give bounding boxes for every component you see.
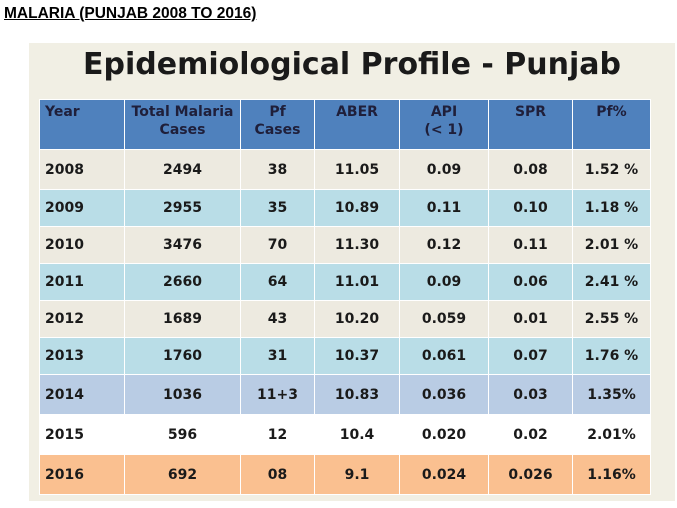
table-row: 2013 1760 31 10.37 0.061 0.07 1.76 %	[39, 337, 651, 375]
cell-pf-percent: 1.76 %	[572, 337, 651, 375]
cell-spr: 0.08	[488, 149, 573, 190]
slide-title: Epidemiological Profile - Punjab	[83, 47, 621, 82]
page-heading: MALARIA (PUNJAB 2008 TO 2016)	[4, 5, 257, 22]
cell-year: 2010	[39, 226, 125, 264]
cell-pf-cases: 11+3	[240, 374, 315, 415]
cell-pf-cases: 70	[240, 226, 315, 264]
cell-total-cases: 3476	[124, 226, 241, 264]
cell-pf-cases: 35	[240, 189, 315, 227]
table-row: 2012 1689 43 10.20 0.059 0.01 2.55 %	[39, 300, 651, 338]
slide-panel: Epidemiological Profile - Punjab Year To…	[29, 43, 675, 501]
header-api: API (< 1)	[399, 99, 489, 150]
cell-spr: 0.01	[488, 300, 573, 338]
cell-api: 0.12	[399, 226, 489, 264]
cell-spr: 0.07	[488, 337, 573, 375]
cell-year: 2011	[39, 263, 125, 301]
cell-pf-cases: 43	[240, 300, 315, 338]
cell-pf-cases: 12	[240, 414, 315, 455]
cell-api: 0.09	[399, 263, 489, 301]
cell-aber: 10.89	[314, 189, 400, 227]
cell-year: 2009	[39, 189, 125, 227]
cell-pf-percent: 2.01%	[572, 414, 651, 455]
table-row: 2009 2955 35 10.89 0.11 0.10 1.18 %	[39, 189, 651, 227]
cell-aber: 11.30	[314, 226, 400, 264]
epidemiology-table: Year Total Malaria Cases Pf Cases ABER API…	[39, 99, 651, 495]
header-spr: SPR	[488, 99, 573, 150]
table-row: 2014 1036 11+3 10.83 0.036 0.03 1.35%	[39, 374, 651, 415]
cell-total-cases: 1036	[124, 374, 241, 415]
cell-total-cases: 596	[124, 414, 241, 455]
cell-spr: 0.06	[488, 263, 573, 301]
cell-pf-percent: 1.18 %	[572, 189, 651, 227]
cell-api: 0.11	[399, 189, 489, 227]
cell-aber: 10.20	[314, 300, 400, 338]
cell-spr: 0.02	[488, 414, 573, 455]
cell-total-cases: 1689	[124, 300, 241, 338]
cell-aber: 11.01	[314, 263, 400, 301]
cell-aber: 9.1	[314, 454, 400, 495]
table-header-row: Year Total Malaria Cases Pf Cases ABER API…	[39, 99, 651, 150]
cell-pf-percent: 2.01 %	[572, 226, 651, 264]
table-row: 2011 2660 64 11.01 0.09 0.06 2.41 %	[39, 263, 651, 301]
cell-total-cases: 2660	[124, 263, 241, 301]
table-row: 2015 596 12 10.4 0.020 0.02 2.01%	[39, 414, 651, 455]
cell-year: 2008	[39, 149, 125, 190]
cell-total-cases: 2494	[124, 149, 241, 190]
table-row-highlighted: 2016 692 08 9.1 0.024 0.026 1.16%	[39, 454, 651, 495]
cell-spr: 0.10	[488, 189, 573, 227]
cell-api: 0.061	[399, 337, 489, 375]
cell-api: 0.059	[399, 300, 489, 338]
cell-aber: 10.4	[314, 414, 400, 455]
cell-pf-percent: 1.16%	[572, 454, 651, 495]
cell-api: 0.09	[399, 149, 489, 190]
cell-pf-cases: 38	[240, 149, 315, 190]
cell-aber: 11.05	[314, 149, 400, 190]
cell-pf-percent: 1.35%	[572, 374, 651, 415]
header-pf-percent: Pf%	[572, 99, 651, 150]
cell-spr: 0.026	[488, 454, 573, 495]
cell-aber: 10.37	[314, 337, 400, 375]
cell-spr: 0.03	[488, 374, 573, 415]
cell-total-cases: 692	[124, 454, 241, 495]
cell-year: 2016	[39, 454, 125, 495]
cell-pf-cases: 64	[240, 263, 315, 301]
cell-year: 2015	[39, 414, 125, 455]
cell-api: 0.024	[399, 454, 489, 495]
header-year: Year	[39, 99, 125, 150]
header-pf-cases: Pf Cases	[240, 99, 315, 150]
cell-aber: 10.83	[314, 374, 400, 415]
cell-api: 0.036	[399, 374, 489, 415]
header-total-malaria-cases: Total Malaria Cases	[124, 99, 241, 150]
cell-year: 2013	[39, 337, 125, 375]
table-row: 2010 3476 70 11.30 0.12 0.11 2.01 %	[39, 226, 651, 264]
cell-pf-percent: 2.41 %	[572, 263, 651, 301]
cell-year: 2012	[39, 300, 125, 338]
cell-spr: 0.11	[488, 226, 573, 264]
cell-pf-cases: 31	[240, 337, 315, 375]
header-aber: ABER	[314, 99, 400, 150]
cell-year: 2014	[39, 374, 125, 415]
cell-total-cases: 2955	[124, 189, 241, 227]
table-row: 2008 2494 38 11.05 0.09 0.08 1.52 %	[39, 149, 651, 190]
cell-pf-cases: 08	[240, 454, 315, 495]
cell-api: 0.020	[399, 414, 489, 455]
cell-pf-percent: 2.55 %	[572, 300, 651, 338]
cell-total-cases: 1760	[124, 337, 241, 375]
cell-pf-percent: 1.52 %	[572, 149, 651, 190]
